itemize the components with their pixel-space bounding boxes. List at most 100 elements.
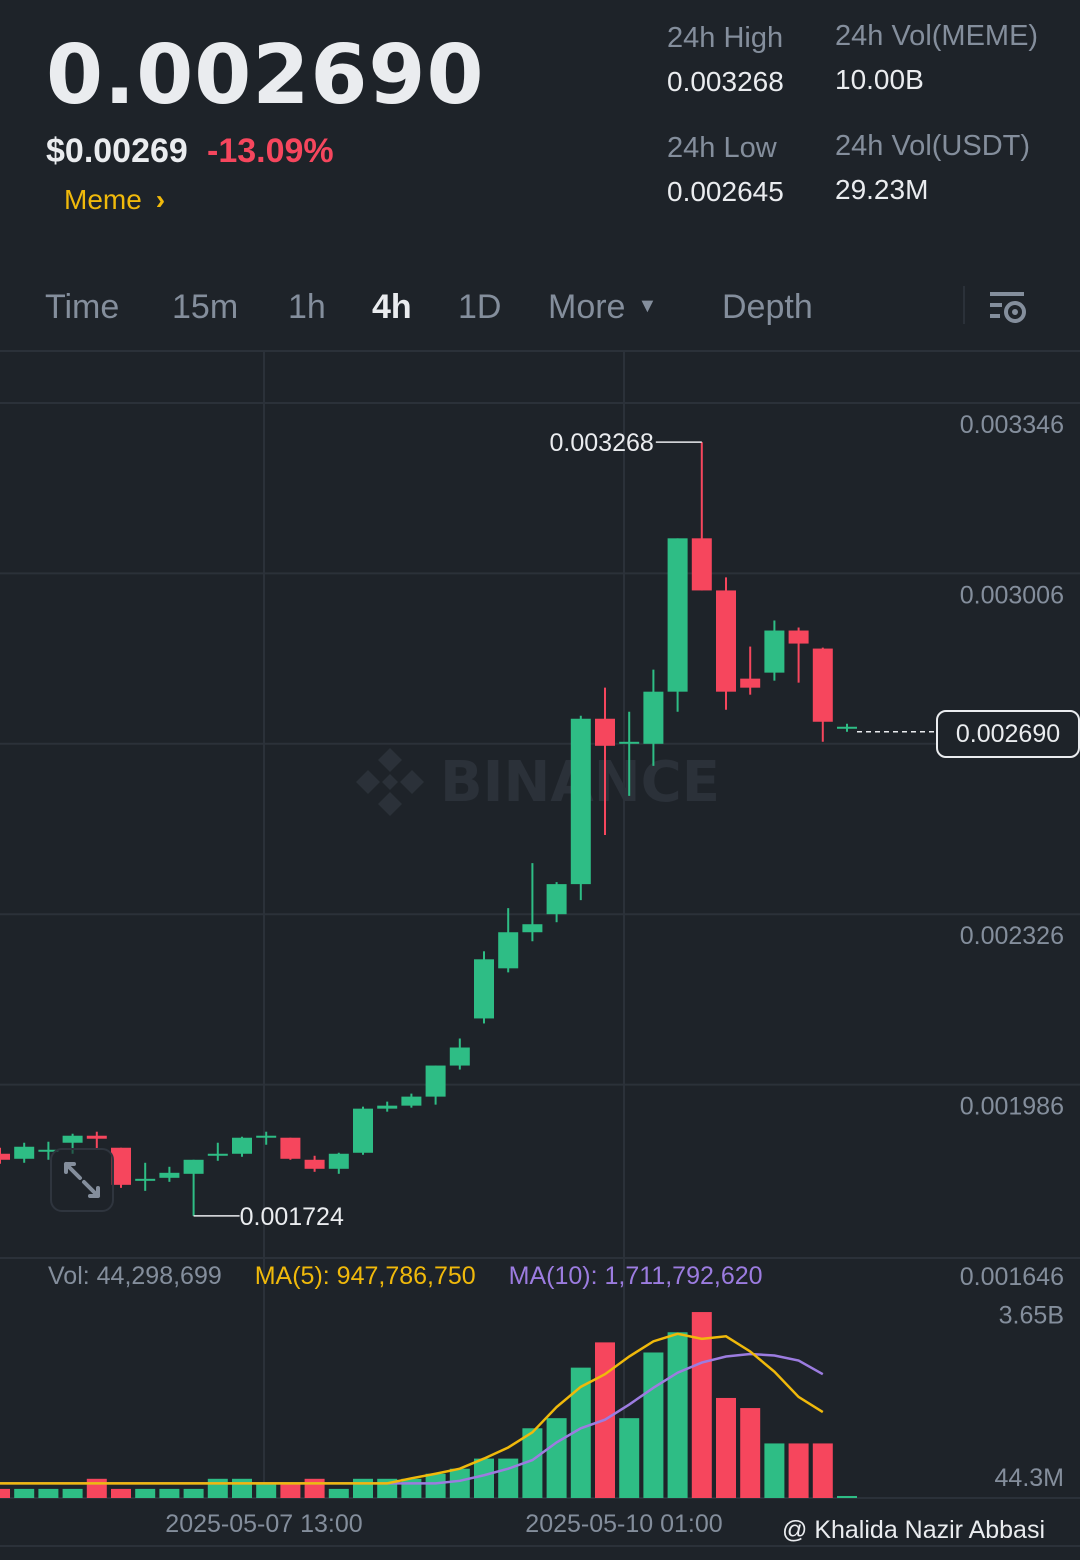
candle-body <box>595 718 615 746</box>
volume-bar <box>788 1443 809 1498</box>
volume-bars: 3.65B 44.3M <box>0 1302 1064 1498</box>
candle-body <box>377 1105 398 1109</box>
volume-bar <box>643 1352 664 1498</box>
volume-ma-lines <box>0 1332 824 1485</box>
tab-1h[interactable]: 1h <box>288 288 326 326</box>
price-chart[interactable]: BINANCE 0.003346 0.003006 0.002326 0.001986… <box>0 352 1080 1560</box>
candle-body <box>328 1153 349 1169</box>
volume-bar <box>401 1478 422 1498</box>
candle-body <box>643 691 664 744</box>
tab-4h[interactable]: 4h <box>372 288 412 326</box>
candle-body <box>716 590 736 692</box>
high-price-label: 0.003268 <box>550 429 654 457</box>
stat-24h-vol-quote-label: 24h Vol(USDT) <box>835 130 1031 162</box>
time-axis: 2025-05-07 13:00 2025-05-10 01:00 <box>165 1510 722 1538</box>
volume-bar <box>232 1478 252 1498</box>
tab-15m[interactable]: 15m <box>172 288 239 326</box>
volume-bar <box>425 1473 446 1498</box>
candle-body <box>0 1153 10 1160</box>
volume-bar <box>328 1488 349 1498</box>
volume-bar <box>111 1488 131 1498</box>
volume-bar <box>667 1332 688 1498</box>
volume-bar <box>280 1483 301 1498</box>
candle-body <box>522 924 543 933</box>
candle-body <box>619 741 640 744</box>
tab-divider <box>963 286 965 324</box>
volume-bar <box>474 1458 494 1498</box>
stat-24h-vol-base-value: 10.00B <box>835 64 924 95</box>
candle-body <box>353 1108 373 1153</box>
caret-down-icon: ▼ <box>637 295 658 317</box>
chart-settings-icon[interactable] <box>988 288 1028 328</box>
candle-body <box>86 1135 107 1139</box>
volume-bar <box>207 1478 228 1498</box>
volume-bar <box>619 1418 640 1498</box>
candle-body <box>62 1135 83 1143</box>
price-axis-label: 0.003006 <box>960 581 1064 609</box>
volume-bar <box>86 1478 107 1498</box>
volume-bar <box>691 1312 712 1498</box>
candle-body <box>111 1147 131 1185</box>
volume-bar <box>304 1478 325 1498</box>
fullscreen-button[interactable] <box>50 1148 114 1212</box>
low-price-label: 0.001724 <box>240 1203 344 1231</box>
volume-bar <box>256 1483 277 1498</box>
volume-bar <box>135 1488 156 1498</box>
tab-time[interactable]: Time <box>45 288 120 326</box>
volume-bar <box>183 1488 204 1498</box>
chart-grid <box>0 352 1080 1547</box>
volume-legend-ma10: MA(10): 1,711,792,620 <box>508 1262 763 1290</box>
stat-24h-high-value: 0.003268 <box>667 66 784 97</box>
candle-body <box>570 718 591 885</box>
candle-body <box>280 1137 301 1159</box>
volume-bar <box>498 1458 519 1498</box>
volume-axis-label: 44.3M <box>995 1464 1064 1492</box>
tab-depth[interactable]: Depth <box>722 288 813 326</box>
candle-body <box>449 1047 470 1066</box>
candle-body <box>667 538 688 692</box>
volume-bar <box>38 1488 59 1498</box>
candle-body <box>207 1153 228 1156</box>
tab-more-label: More <box>548 288 626 326</box>
candle-body <box>837 726 857 729</box>
price-axis-label: 0.003346 <box>960 411 1064 439</box>
candle-body <box>401 1096 422 1106</box>
volume-bar <box>764 1443 785 1498</box>
volume-bar <box>716 1397 736 1498</box>
volume-legend-ma5: MA(5): 947,786,750 <box>254 1262 476 1290</box>
price-axis-label: 0.001646 <box>960 1263 1064 1291</box>
stat-24h-high-label: 24h High <box>667 22 784 54</box>
category-tag[interactable]: Meme › <box>64 184 165 216</box>
chevron-right-icon: › <box>155 184 166 215</box>
price-axis: 0.003346 0.003006 0.002326 0.001986 0.001646 <box>960 411 1064 1291</box>
ma5-line <box>0 1332 824 1485</box>
candle-body <box>183 1159 204 1174</box>
stat-24h-low-label: 24h Low <box>667 132 777 164</box>
binance-watermark: BINANCE <box>356 748 720 816</box>
current-price-tag[interactable]: 0.002690 <box>936 710 1080 758</box>
stat-24h-vol-quote-value: 29.23M <box>835 174 929 205</box>
stat-24h-vol-base-label: 24h Vol(MEME) <box>835 20 1039 52</box>
volume-bar <box>0 1488 10 1498</box>
expand-icon <box>64 1162 100 1198</box>
tab-1d[interactable]: 1D <box>458 288 502 326</box>
tab-more[interactable]: More ▼ <box>548 288 657 327</box>
stat-24h-low-value: 0.002645 <box>667 176 784 207</box>
volume-bar <box>449 1468 470 1498</box>
candle-body <box>691 538 712 591</box>
category-tag-label: Meme <box>64 184 142 215</box>
volume-axis-label: 3.65B <box>999 1302 1064 1330</box>
volume-legend-vol: Vol: 44,298,699 <box>48 1262 222 1290</box>
candle-body <box>232 1137 252 1154</box>
chart-top-divider <box>0 350 1080 352</box>
volume-bar <box>812 1443 833 1498</box>
last-price: 0.002690 <box>46 28 485 123</box>
candle-body <box>764 630 785 673</box>
volume-bar <box>14 1488 35 1498</box>
candle-body <box>304 1159 325 1169</box>
volume-legend: Vol: 44,298,699 MA(5): 947,786,750 MA(10… <box>48 1262 789 1291</box>
candle-body <box>546 884 567 915</box>
volume-bar <box>740 1408 761 1498</box>
volume-bar <box>159 1488 180 1498</box>
candle-body <box>788 630 809 644</box>
